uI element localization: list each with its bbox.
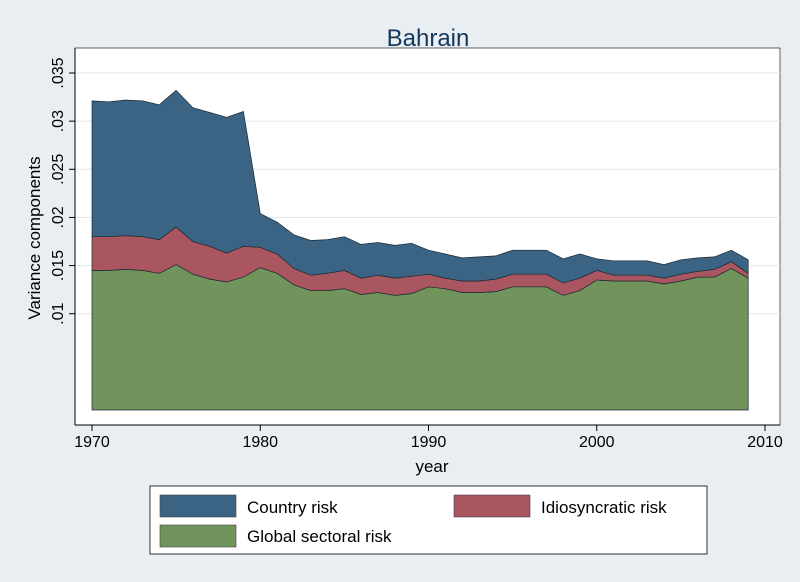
axes: 1970 1980 1990 2000 2010 .01 .015 .02 .025 .03 .03… (50, 48, 783, 451)
legend-label-country-risk: Country risk (247, 498, 338, 517)
legend-box (149, 485, 708, 555)
x-tick-label-4: 2010 (747, 434, 783, 451)
y-tick-label-0: .01 (50, 302, 67, 324)
legend-swatch-idiosyncratic-risk (453, 494, 531, 518)
legend-swatch-country-risk (159, 494, 237, 518)
chart-title: Bahrain (387, 25, 470, 52)
legend-label-global-sectoral-risk: Global sectoral risk (247, 527, 392, 546)
legend-label-idiosyncratic-risk: Idiosyncratic risk (541, 498, 667, 517)
x-axis-label: year (415, 457, 448, 476)
x-tick-label-1: 1980 (242, 434, 278, 451)
x-tick-label-0: 1970 (74, 434, 110, 451)
legend: Country risk Idiosyncratic risk Global s… (149, 485, 708, 555)
y-tick-label-2: .02 (50, 206, 67, 228)
y-tick-label-3: .025 (50, 154, 67, 185)
x-tick-label-2: 1990 (411, 434, 447, 451)
y-tick-label-5: .035 (50, 57, 67, 88)
stacked-areas (91, 89, 749, 411)
y-tick-label-4: .03 (50, 110, 67, 132)
area-country-risk (91, 89, 749, 284)
y-tick-label-1: .015 (50, 250, 67, 281)
x-tick-label-3: 2000 (579, 434, 615, 451)
y-axis-label: Variance components (25, 156, 44, 319)
legend-swatch-global-sectoral-risk (159, 524, 237, 548)
